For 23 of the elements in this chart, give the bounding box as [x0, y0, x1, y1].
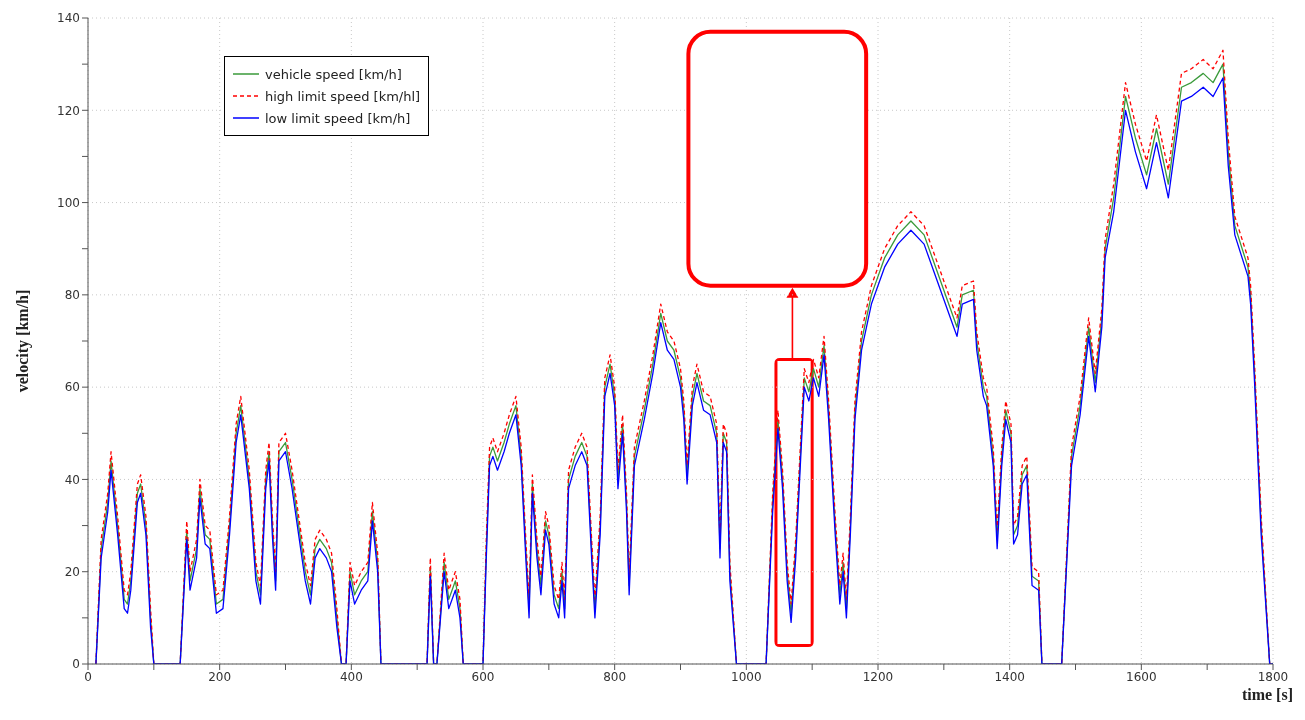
- y-tick-label: 100: [57, 195, 80, 210]
- x-tick-label: 1800: [1257, 669, 1289, 684]
- x-tick-label: 1400: [994, 669, 1025, 684]
- x-tick-label: 400: [339, 669, 363, 684]
- y-tick-label: 120: [57, 103, 80, 118]
- legend-label: high limit speed [km/hl]: [265, 88, 421, 104]
- y-tick-label: 0: [72, 657, 80, 672]
- x-tick-label: 600: [471, 669, 495, 684]
- x-axis-title: time [s]: [1241, 686, 1293, 704]
- y-axis-title: velocity [km/h]: [13, 289, 32, 393]
- y-tick-label: 20: [64, 564, 80, 579]
- y-tick-label: 60: [64, 380, 80, 395]
- legend-label: low limit speed [km/h]: [265, 110, 411, 126]
- x-tick-label: 1200: [862, 669, 894, 684]
- x-tick-label: 800: [603, 669, 627, 684]
- x-tick-label: 1600: [1126, 669, 1157, 684]
- y-tick-label: 40: [64, 472, 80, 487]
- x-tick-label: 1000: [731, 669, 762, 684]
- x-tick-label: 200: [208, 669, 232, 684]
- legend-label: vehicle speed [km/h]: [265, 66, 402, 82]
- y-tick-label: 80: [64, 288, 80, 303]
- y-tick-label: 140: [57, 11, 80, 26]
- x-tick-label: 0: [84, 669, 92, 684]
